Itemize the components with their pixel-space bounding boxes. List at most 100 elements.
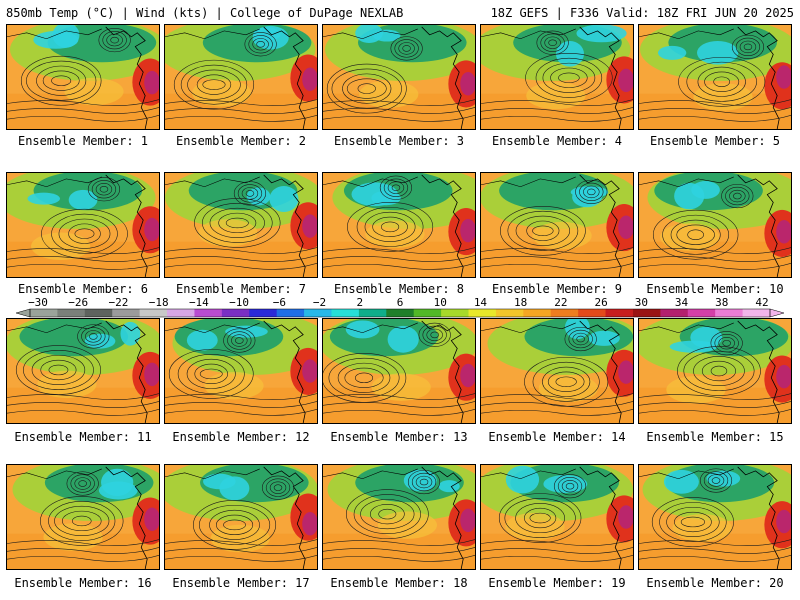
temperature-field-map	[639, 173, 791, 277]
temperature-field-map	[165, 25, 317, 129]
temperature-field-map	[7, 319, 159, 423]
colorbar-tick-label: 38	[715, 296, 728, 309]
colorbar-segment	[249, 309, 278, 317]
colorbar-segment	[687, 309, 716, 317]
colorbar-min-arrow	[15, 308, 31, 318]
map-panel	[638, 318, 792, 424]
colorbar-segment	[331, 309, 360, 317]
colorbar-tick-label: −10	[229, 296, 249, 309]
chart-title: 850mb Temp (°C) | Wind (kts) | College o…	[6, 6, 404, 20]
colorbar-segment	[139, 309, 168, 317]
colorbar-segment	[495, 309, 524, 317]
temperature-field-map	[639, 25, 791, 129]
ensemble-member-label: Ensemble Member: 4	[491, 134, 623, 148]
temperature-field-map	[323, 465, 475, 569]
temperature-field-map	[7, 173, 159, 277]
colorbar-segment	[715, 309, 744, 317]
colorbar-segment	[194, 309, 223, 317]
temperature-field-map	[481, 173, 633, 277]
map-panel	[480, 318, 634, 424]
colorbar-segment	[550, 309, 579, 317]
colorbar-tick-label: 6	[397, 296, 404, 309]
ensemble-member-label: Ensemble Member: 10	[646, 282, 784, 296]
map-panel	[6, 24, 160, 130]
temperature-field-map	[323, 25, 475, 129]
ensemble-member-label: Ensemble Member: 9	[491, 282, 623, 296]
map-panel	[6, 464, 160, 570]
colorbar-segment	[386, 309, 415, 317]
temperature-field-map	[639, 465, 791, 569]
map-panel	[638, 24, 792, 130]
model-valid-time: 18Z GEFS | F336 Valid: 18Z FRI JUN 20 20…	[490, 6, 794, 20]
colorbar-segment	[742, 309, 771, 317]
colorbar-segment	[523, 309, 552, 317]
map-panel	[322, 318, 476, 424]
ensemble-member-label: Ensemble Member: 1	[17, 134, 149, 148]
map-panel	[638, 172, 792, 278]
colorbar-tick-label: 26	[594, 296, 607, 309]
temperature-field-map	[7, 25, 159, 129]
ensemble-member-label: Ensemble Member: 13	[330, 430, 468, 444]
ensemble-member-label: Ensemble Member: 7	[175, 282, 307, 296]
ensemble-member-label: Ensemble Member: 15	[646, 430, 784, 444]
map-panel	[164, 318, 318, 424]
colorbar-tick-label: −2	[313, 296, 326, 309]
map-panel	[480, 464, 634, 570]
map-panel	[322, 464, 476, 570]
colorbar-segment	[605, 309, 634, 317]
temperature-field-map	[323, 319, 475, 423]
map-panel	[638, 464, 792, 570]
colorbar-segment	[441, 309, 470, 317]
colorbar-segment	[660, 309, 689, 317]
colorbar-segment	[167, 309, 195, 317]
colorbar-tick-label: 10	[434, 296, 447, 309]
map-panel	[322, 172, 476, 278]
ensemble-member-label: Ensemble Member: 18	[330, 576, 468, 590]
colorbar-tick-label: −6	[273, 296, 286, 309]
colorbar-segment	[30, 309, 58, 317]
map-panel	[480, 24, 634, 130]
map-panel	[164, 172, 318, 278]
map-panel	[480, 172, 634, 278]
colorbar-segment	[413, 309, 442, 317]
ensemble-member-label: Ensemble Member: 6	[17, 282, 149, 296]
colorbar-tick-label: 30	[635, 296, 648, 309]
temperature-field-map	[639, 319, 791, 423]
colorbar-tick-label: 22	[554, 296, 567, 309]
colorbar-segment	[578, 309, 607, 317]
temperature-colorbar: −30 −26 −22 −18 −14 −10 −6 −2 2 6 10 14 18 22 26 30 34 38…	[15, 296, 785, 318]
temperature-field-map	[481, 465, 633, 569]
map-panel	[164, 24, 318, 130]
colorbar-tick-label: −18	[149, 296, 169, 309]
ensemble-member-label: Ensemble Member: 3	[333, 134, 465, 148]
colorbar-segment	[276, 309, 305, 317]
ensemble-member-label: Ensemble Member: 11	[14, 430, 152, 444]
colorbar-segment	[468, 309, 497, 317]
ensemble-member-label: Ensemble Member: 19	[488, 576, 626, 590]
colorbar-segment	[57, 309, 86, 317]
colorbar-tick-label: −26	[68, 296, 88, 309]
colorbar-max-arrow	[769, 308, 785, 318]
colorbar-tick-label: 14	[474, 296, 488, 309]
ensemble-member-label: Ensemble Member: 16	[14, 576, 152, 590]
colorbar-tick-label: 18	[514, 296, 527, 309]
ensemble-member-label: Ensemble Member: 17	[172, 576, 310, 590]
colorbar-segment	[84, 309, 113, 317]
temperature-field-map	[7, 465, 159, 569]
colorbar-tick-label: −14	[189, 296, 209, 309]
ensemble-member-label: Ensemble Member: 8	[333, 282, 465, 296]
colorbar-segment	[112, 309, 141, 317]
map-panel	[6, 172, 160, 278]
colorbar-segment	[221, 309, 250, 317]
colorbar-tick-label: −30	[28, 296, 48, 309]
map-panel	[164, 464, 318, 570]
colorbar-tick-label: 2	[356, 296, 363, 309]
temperature-field-map	[165, 319, 317, 423]
temperature-field-map	[165, 465, 317, 569]
temperature-field-map	[323, 173, 475, 277]
ensemble-member-label: Ensemble Member: 14	[488, 430, 626, 444]
ensemble-member-label: Ensemble Member: 2	[175, 134, 307, 148]
temperature-field-map	[165, 173, 317, 277]
ensemble-member-label: Ensemble Member: 20	[646, 576, 784, 590]
colorbar-segment	[632, 309, 661, 317]
